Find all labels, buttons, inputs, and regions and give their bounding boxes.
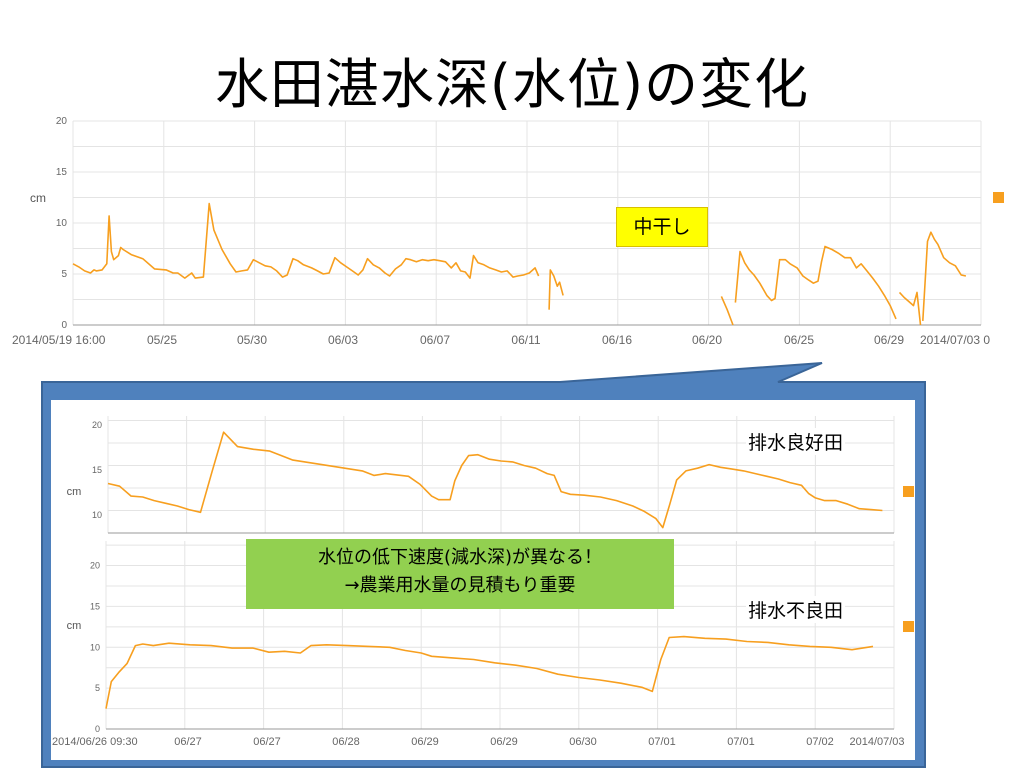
good-drainage-label: 排水良好田 — [746, 428, 846, 455]
y-tick-label: 5 — [61, 269, 67, 280]
x-tick-label: 06/29 — [411, 736, 439, 748]
x-tick-label: 2014/05/19 16:00 — [12, 333, 106, 347]
y-tick-label: 20 — [90, 561, 100, 571]
series-line — [105, 635, 874, 709]
x-tick-label: 05/30 — [237, 333, 267, 347]
y-tick-label: 0 — [95, 724, 100, 734]
x-tick-label: 06/27 — [253, 736, 281, 748]
y-tick-label: 10 — [90, 642, 100, 652]
x-tick-label: 06/16 — [602, 333, 632, 347]
series-line — [548, 269, 564, 310]
x-tick-label: 2014/06/26 09:30 — [52, 736, 138, 748]
series-line — [72, 202, 540, 279]
y-axis-label: cm — [30, 191, 46, 205]
y-axis-label: cm — [67, 620, 82, 632]
series-line — [734, 245, 897, 320]
y-tick-label: 10 — [56, 218, 68, 229]
x-tick-label: 2014/07/03 0 — [920, 333, 990, 347]
poor-drainage-chart: 0 5 10 15 20 cm 2014/06/26 09:30 06/27 06/27 06/2… — [52, 541, 905, 748]
y-tick-label: 0 — [61, 320, 67, 331]
legend-marker-good — [903, 486, 914, 497]
series-line — [720, 296, 734, 326]
legend-marker-bad — [903, 621, 914, 632]
x-tick-label: 06/28 — [332, 736, 360, 748]
series-line — [898, 291, 922, 326]
y-axis-label: cm — [67, 486, 82, 498]
x-tick-label: 06/11 — [511, 333, 540, 347]
note-line-2: →農業用水量の見積もり重要 — [344, 575, 576, 596]
good-drainage-chart: 10 15 20 cm — [67, 416, 895, 534]
y-tick-label: 15 — [56, 167, 68, 178]
x-tick-label: 06/07 — [420, 333, 450, 347]
series-line — [107, 431, 883, 529]
mid-drainage-label: 中干し — [616, 207, 708, 247]
water-depth-chart: 0 5 10 15 20 cm 2014/05/19 16:00 05/25 05/30 06/0… — [12, 116, 990, 347]
y-tick-label: 10 — [92, 510, 102, 520]
x-tick-label: 06/30 — [569, 736, 597, 748]
x-tick-label: 06/27 — [174, 736, 202, 748]
x-tick-label: 06/25 — [784, 333, 814, 347]
x-tick-label: 07/02 — [806, 736, 834, 748]
x-tick-label: 06/29 — [874, 333, 904, 347]
y-tick-label: 5 — [95, 683, 100, 693]
legend-marker-top — [993, 192, 1004, 203]
x-tick-label: 07/01 — [727, 736, 755, 748]
x-tick-label: 06/20 — [692, 333, 722, 347]
poor-drainage-label: 排水不良田 — [746, 596, 846, 623]
note-box: 水位の低下速度(減水深)が異なる！ →農業用水量の見積もり重要 — [246, 539, 674, 609]
x-tick-label: 06/29 — [490, 736, 518, 748]
x-tick-label: 2014/07/03 — [849, 736, 904, 748]
y-tick-label: 20 — [56, 116, 68, 127]
series-line — [922, 231, 967, 321]
y-tick-label: 15 — [90, 601, 100, 611]
x-tick-label: 06/03 — [328, 333, 358, 347]
x-tick-label: 05/25 — [147, 333, 177, 347]
y-tick-label: 15 — [92, 465, 102, 475]
note-line-1: 水位の低下速度(減水深)が異なる！ — [317, 547, 603, 568]
y-tick-label: 20 — [92, 420, 102, 430]
slide-title: 水田湛水深(水位)の変化 — [214, 53, 810, 116]
x-tick-label: 07/01 — [648, 736, 676, 748]
